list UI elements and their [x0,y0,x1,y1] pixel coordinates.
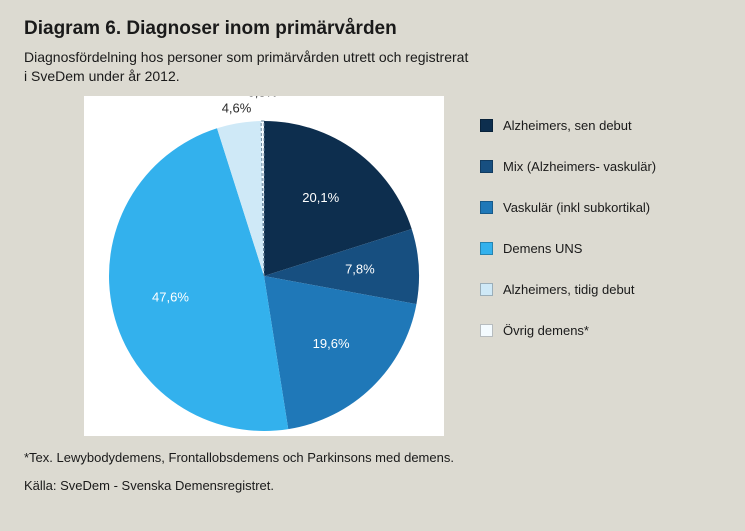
subtitle-line1: Diagnosfördelning hos personer som primä… [24,49,468,65]
chart-area: 20,1% 7,8% 19,6% 47,6% 4,6%0,3% Alzheimers, … [24,96,721,436]
legend-label-3: Demens UNS [503,241,582,256]
footnote: *Tex. Lewybodydemens, Frontallobsdemens … [24,450,721,465]
legend-label-2: Vaskulär (inkl subkortikal) [503,200,650,215]
slice-label-5: 0,3% [248,96,278,99]
slice-label-1: 7,8% [345,261,375,276]
subtitle-line2: i SveDem under år 2012. [24,68,180,84]
source: Källa: SveDem - Svenska Demensregistret. [24,478,721,493]
legend-label-1: Mix (Alzheimers- vaskulär) [503,159,656,174]
legend-swatch-0 [480,119,493,132]
chart-subtitle: Diagnosfördelning hos personer som primä… [24,48,721,86]
pie-plot: 20,1% 7,8% 19,6% 47,6% 4,6%0,3% [84,96,444,436]
legend-item-0: Alzheimers, sen debut [480,118,656,133]
legend-swatch-4 [480,283,493,296]
legend-item-2: Vaskulär (inkl subkortikal) [480,200,656,215]
legend-swatch-3 [480,242,493,255]
legend-label-5: Övrig demens* [503,323,589,338]
slice-label-2: 19,6% [313,336,350,351]
slice-label-3: 47,6% [152,289,189,304]
legend-swatch-1 [480,160,493,173]
legend-label-0: Alzheimers, sen debut [503,118,632,133]
legend: Alzheimers, sen debut Mix (Alzheimers- va… [480,96,656,364]
legend-item-4: Alzheimers, tidig debut [480,282,656,297]
chart-title: Diagram 6. Diagnoser inom primärvården [24,18,721,40]
pie-svg: 20,1% 7,8% 19,6% 47,6% 4,6%0,3% [84,96,444,436]
legend-swatch-2 [480,201,493,214]
legend-item-1: Mix (Alzheimers- vaskulär) [480,159,656,174]
legend-label-4: Alzheimers, tidig debut [503,282,635,297]
slice-label-4: 4,6% [222,100,252,115]
legend-swatch-5 [480,324,493,337]
slice-label-0: 20,1% [302,190,339,205]
legend-item-5: Övrig demens* [480,323,656,338]
legend-item-3: Demens UNS [480,241,656,256]
